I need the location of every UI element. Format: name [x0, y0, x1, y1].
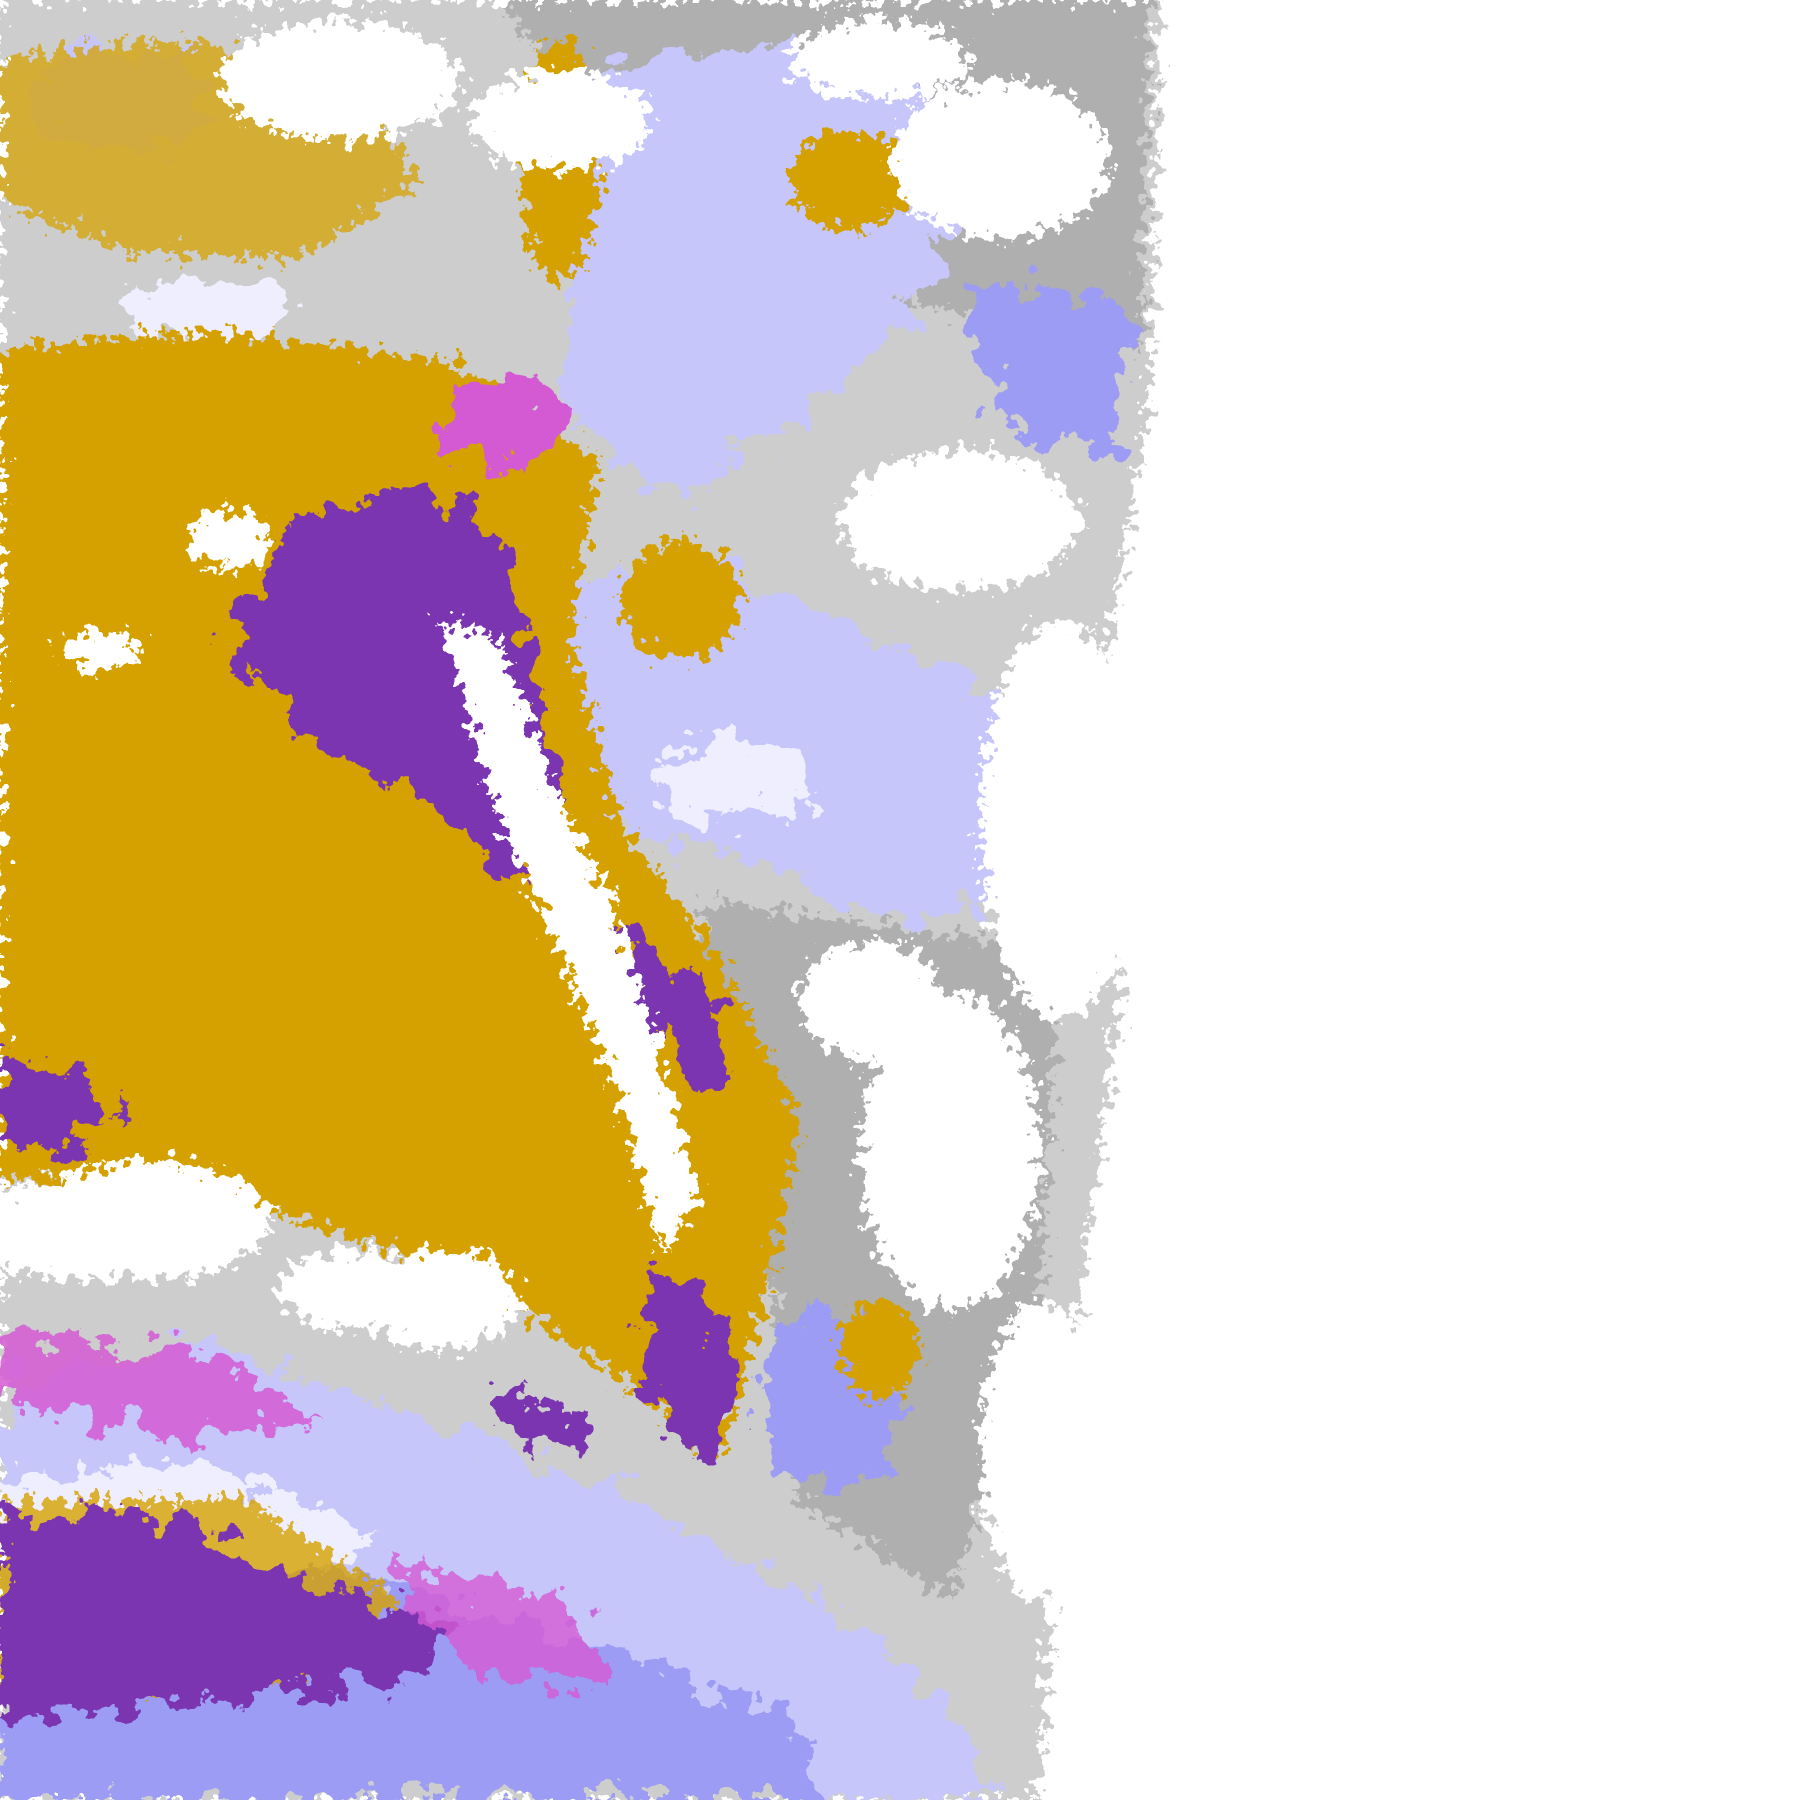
gold-cloud-patch	[840, 1300, 920, 1400]
purple-cloud-core	[230, 480, 560, 880]
magenta-cloud-core	[0, 1330, 320, 1440]
gold-cloud-patch	[620, 540, 740, 660]
magenta-cloud-core	[440, 380, 560, 460]
clear-sky-gap	[0, 1180, 200, 1280]
clear-sky-gap	[890, 80, 1110, 240]
clear-sky-gap	[190, 510, 270, 570]
clear-sky-gap	[800, 940, 940, 1060]
purple-cloud-core	[0, 1510, 460, 1720]
clear-sky-gap	[840, 450, 1080, 590]
clear-sky-gap	[280, 1250, 420, 1330]
pale-cloud-core	[130, 275, 290, 345]
purple-cloud-core	[640, 1270, 740, 1470]
pale-cloud-core	[650, 740, 810, 820]
purple-cloud-core	[495, 1389, 585, 1451]
purple-cloud-layer	[0, 380, 740, 1720]
periwinkle-cloud-mass	[990, 290, 1110, 370]
clear-sky-gap	[470, 70, 650, 170]
magenta-cloud-core	[380, 1560, 620, 1680]
clear-sky-gaps	[0, 20, 1140, 1600]
clear-sky-gap	[980, 1300, 1100, 1600]
clear-sky-gap	[220, 20, 460, 140]
clear-sky-gap	[860, 990, 1040, 1310]
clear-sky-gap	[790, 20, 970, 100]
gold-cloud-patch	[790, 130, 910, 230]
clear-sky-gap	[440, 620, 700, 1250]
clear-sky-gap	[60, 630, 140, 670]
purple-cloud-core	[0, 1060, 120, 1150]
clear-sky-gap	[980, 620, 1140, 1020]
